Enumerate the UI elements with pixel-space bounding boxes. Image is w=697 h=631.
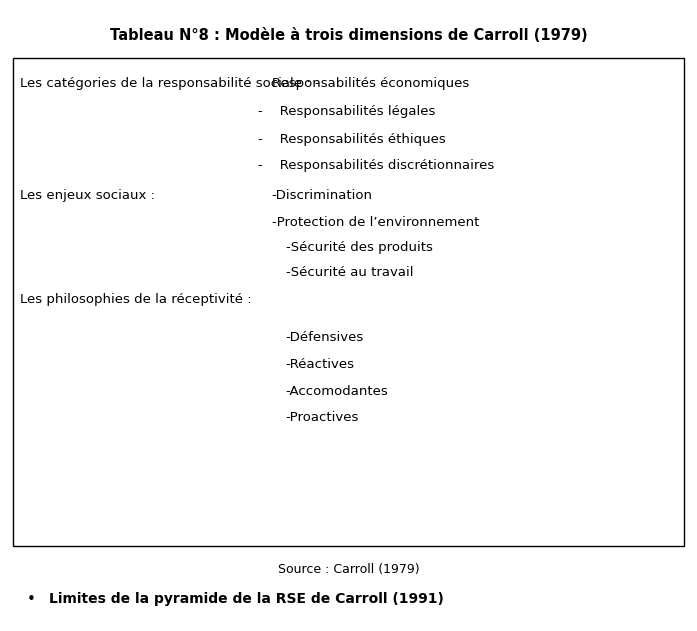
Text: Les catégories de la responsabilité sociale : -: Les catégories de la responsabilité soci… — [20, 77, 319, 90]
Text: -Sécurité des produits: -Sécurité des produits — [286, 241, 433, 254]
Text: Tableau N°8 : Modèle à trois dimensions de Carroll (1979): Tableau N°8 : Modèle à trois dimensions … — [109, 28, 588, 44]
Text: -Proactives: -Proactives — [286, 411, 359, 425]
Text: •: • — [26, 592, 36, 607]
Text: -Sécurité au travail: -Sécurité au travail — [286, 266, 413, 280]
Text: -    Responsabilités légales: - Responsabilités légales — [258, 105, 435, 119]
Text: Source : Carroll (1979): Source : Carroll (1979) — [277, 563, 420, 576]
Text: Limites de la pyramide de la RSE de Carroll (1991): Limites de la pyramide de la RSE de Carr… — [49, 592, 444, 606]
Text: -    Responsabilités discrétionnaires: - Responsabilités discrétionnaires — [258, 159, 494, 172]
Text: -    Responsabilités éthiques: - Responsabilités éthiques — [258, 133, 445, 146]
Text: Responsabilités économiques: Responsabilités économiques — [272, 77, 469, 90]
Text: -Défensives: -Défensives — [286, 331, 364, 345]
Text: -Protection de l’environnement: -Protection de l’environnement — [272, 216, 480, 229]
Text: -Réactives: -Réactives — [286, 358, 355, 371]
Text: -Discrimination: -Discrimination — [272, 189, 373, 203]
Text: Les enjeux sociaux :: Les enjeux sociaux : — [20, 189, 155, 203]
Text: -Accomodantes: -Accomodantes — [286, 385, 388, 398]
Text: Les philosophies de la réceptivité :: Les philosophies de la réceptivité : — [20, 293, 251, 307]
